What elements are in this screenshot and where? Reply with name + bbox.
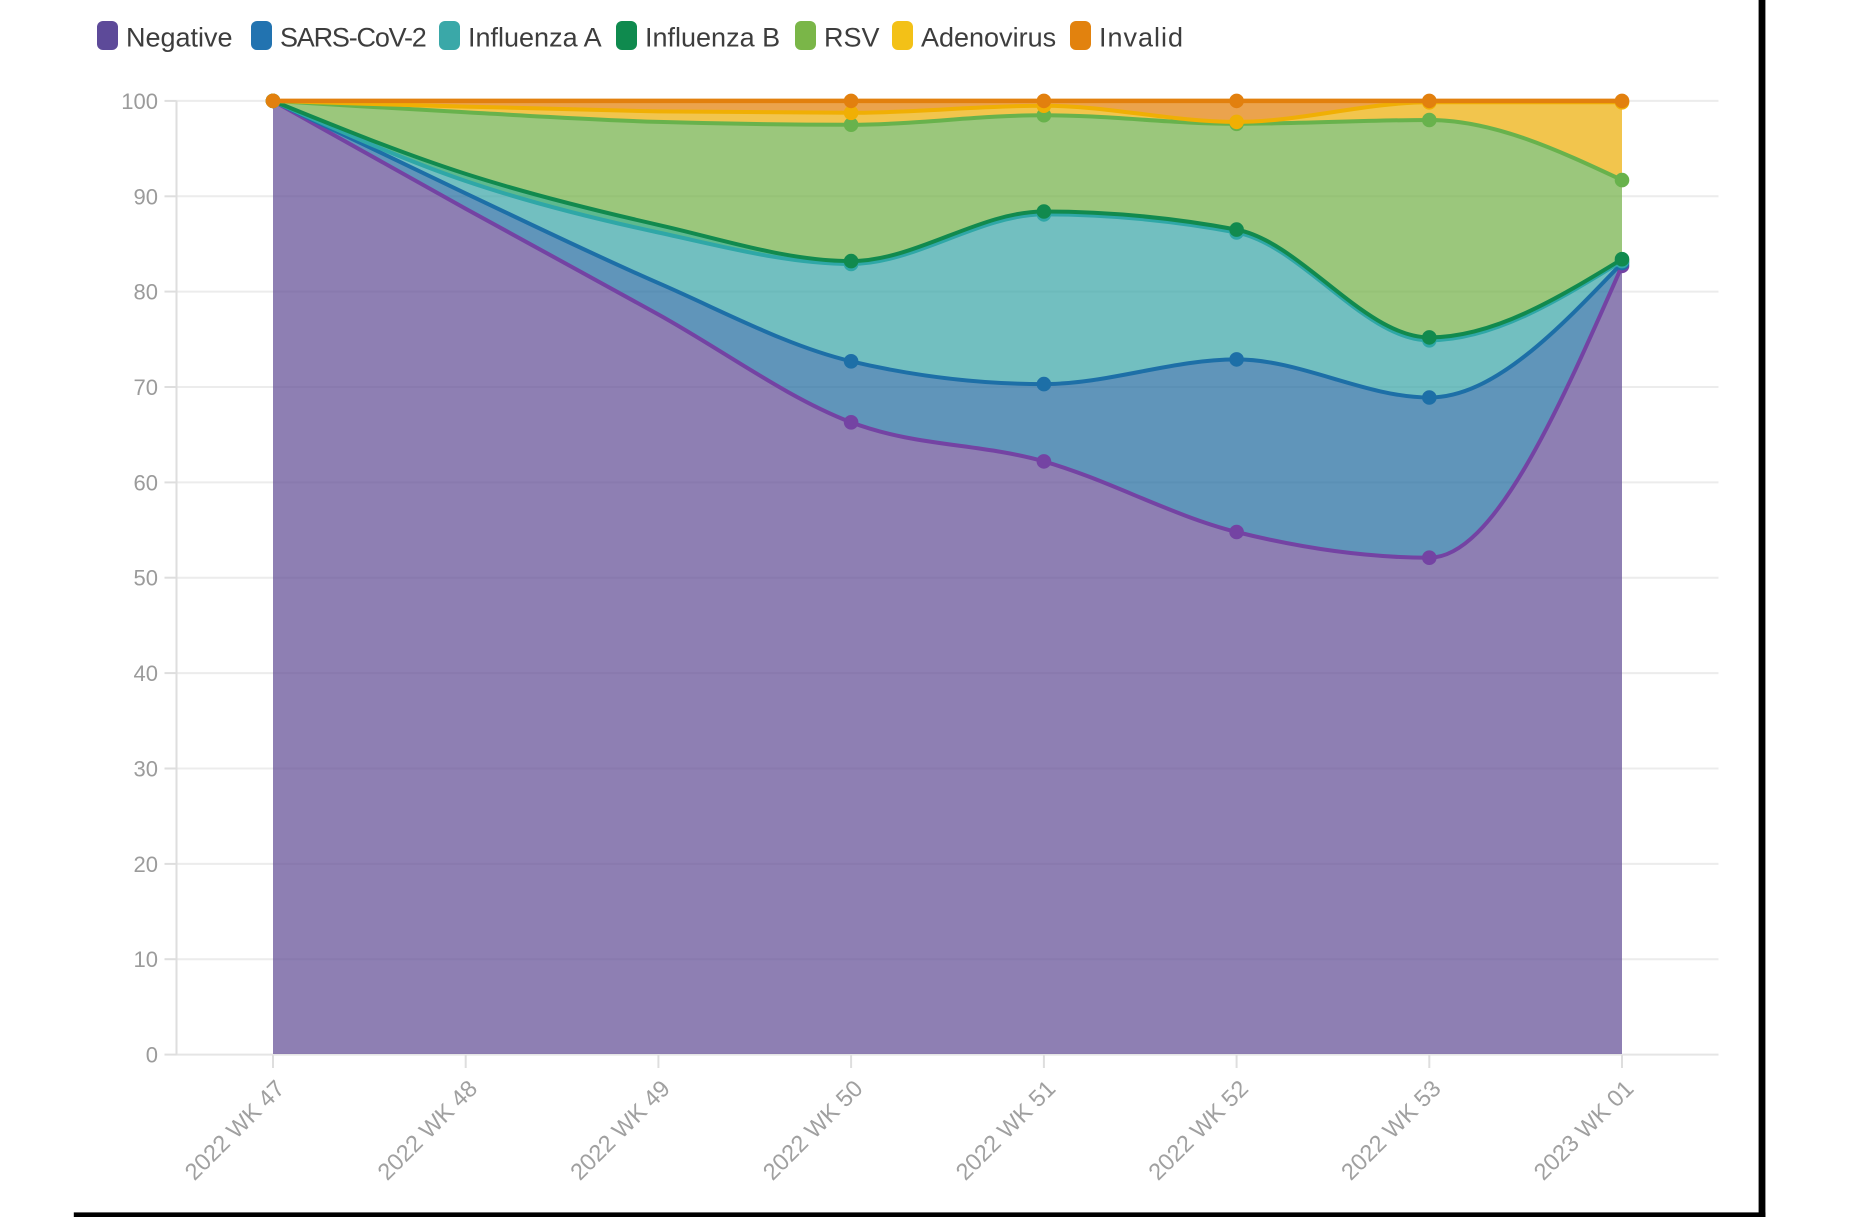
svg-text:40: 40 — [134, 661, 158, 686]
svg-text:100: 100 — [121, 89, 158, 114]
svg-text:90: 90 — [134, 184, 158, 209]
svg-text:Influenza A: Influenza A — [468, 23, 602, 53]
svg-text:80: 80 — [134, 280, 158, 305]
svg-text:70: 70 — [134, 375, 158, 400]
svg-text:Negative: Negative — [126, 23, 233, 53]
svg-text:RSV: RSV — [824, 23, 880, 53]
svg-text:SARS-CoV-2: SARS-CoV-2 — [280, 23, 426, 53]
svg-text:Adenovirus: Adenovirus — [921, 23, 1056, 53]
svg-text:Invalid: Invalid — [1099, 23, 1184, 53]
svg-text:Influenza B: Influenza B — [645, 23, 780, 53]
svg-text:60: 60 — [134, 470, 158, 495]
svg-text:30: 30 — [134, 757, 158, 782]
svg-text:10: 10 — [134, 947, 158, 972]
svg-text:50: 50 — [134, 566, 158, 591]
svg-text:20: 20 — [134, 852, 158, 877]
svg-text:0: 0 — [146, 1043, 158, 1068]
